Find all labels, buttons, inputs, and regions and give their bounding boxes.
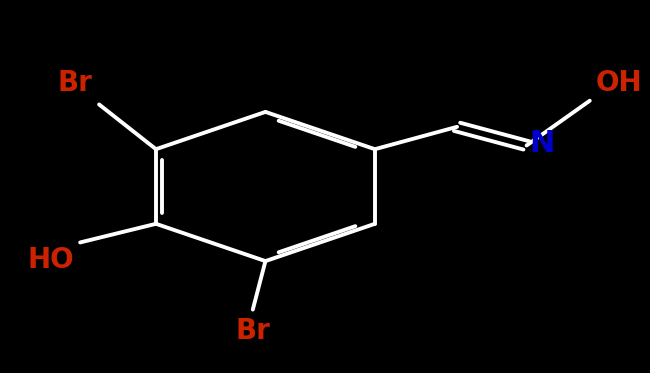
Text: HO: HO <box>27 246 74 274</box>
Text: Br: Br <box>235 317 270 345</box>
Text: OH: OH <box>596 69 643 97</box>
Text: N: N <box>530 129 555 158</box>
Text: Br: Br <box>58 69 93 97</box>
